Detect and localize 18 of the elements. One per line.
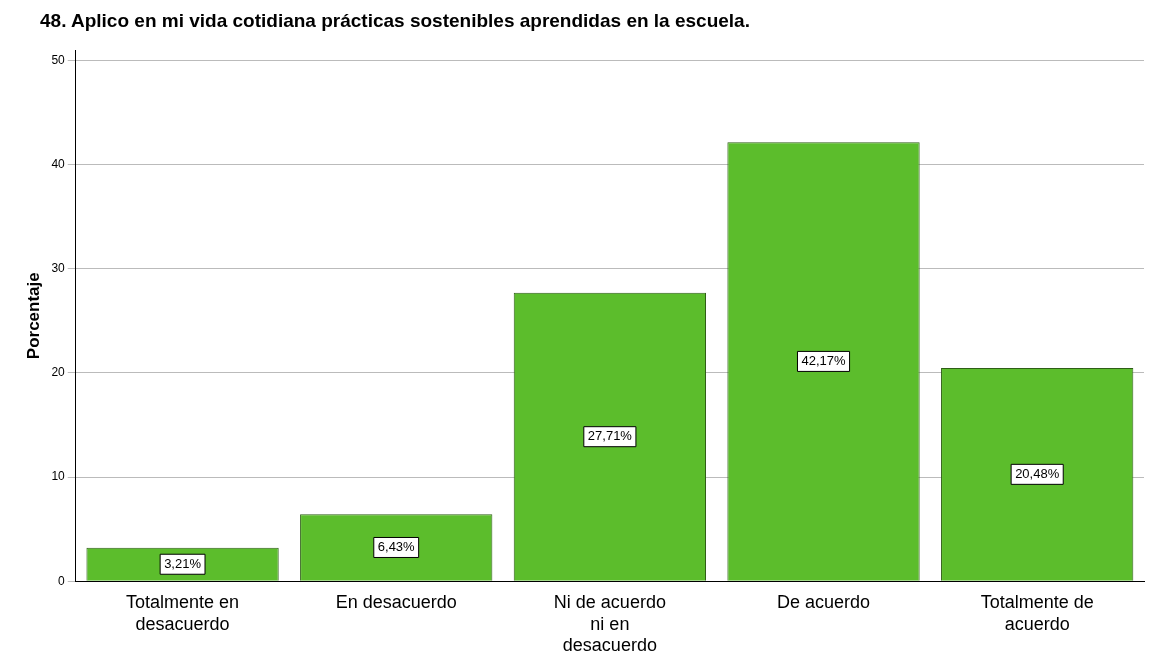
x-tick-label: Totalmente en desacuerdo xyxy=(126,591,240,634)
y-tick-label: 40 xyxy=(51,157,66,172)
y-axis-title: Porcentaje xyxy=(23,272,43,360)
y-tick-label: 50 xyxy=(51,52,66,67)
data-label: 27,71% xyxy=(587,428,633,444)
x-tick-label: Totalmente de acuerdo xyxy=(980,591,1094,634)
data-label: 6,43% xyxy=(377,539,416,555)
data-label: 3,21% xyxy=(164,555,202,571)
y-tick-label: 0 xyxy=(58,573,66,588)
x-tick-label: En desacuerdo xyxy=(335,591,457,612)
data-label: 20,48% xyxy=(1015,465,1060,481)
x-tick-label: De acuerdo xyxy=(776,591,871,612)
y-tick-label: 10 xyxy=(51,469,66,484)
x-tick-label: Ni de acuerdo ni en desacuerdo xyxy=(553,591,666,656)
chart-title: 48. Aplico en mi vida cotidiana prácticas sostenibles aprendidas en la escuela. xyxy=(40,10,750,32)
y-tick-label: 20 xyxy=(51,365,66,380)
y-tick-label: 30 xyxy=(51,261,66,276)
data-label: 42,17% xyxy=(801,353,847,368)
